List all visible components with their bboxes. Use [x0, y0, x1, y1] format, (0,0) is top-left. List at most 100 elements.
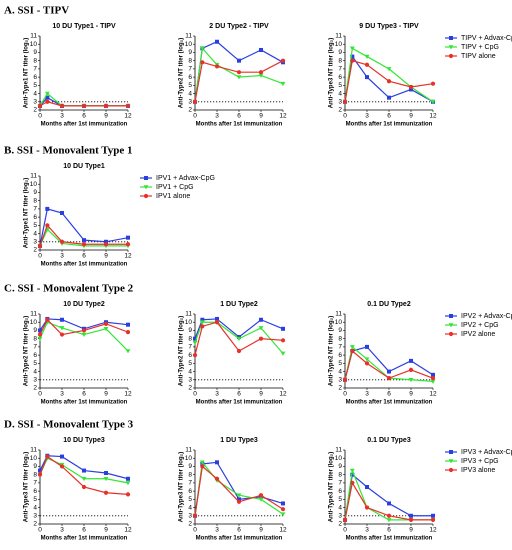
y-tick-label: 5 — [188, 496, 192, 503]
marker — [60, 454, 64, 459]
y-axis-label: Anti-Type1 NT titer (log₂) — [24, 38, 30, 109]
marker — [81, 484, 87, 490]
marker — [37, 332, 43, 337]
x-axis-label: Months after 1st immunization — [41, 262, 128, 268]
y-tick-label: 2 — [33, 521, 37, 528]
marker — [386, 518, 392, 523]
y-tick-label: 11 — [30, 311, 37, 318]
y-tick-label: 10 — [30, 181, 38, 188]
marker — [364, 361, 370, 366]
marker — [103, 321, 109, 326]
legend-marker — [448, 323, 454, 328]
marker — [82, 238, 86, 243]
series-line — [39, 208, 129, 247]
y-tick-label: 10 — [335, 41, 343, 48]
marker — [59, 326, 65, 331]
marker — [364, 62, 370, 67]
marker — [104, 239, 108, 244]
y-tick-label: 2 — [188, 385, 192, 392]
legend-marker — [143, 185, 149, 190]
series-line — [344, 59, 434, 102]
marker — [192, 340, 198, 346]
y-tick-label: 11 — [185, 33, 192, 40]
y-tick-label: 8 — [33, 335, 37, 342]
marker — [364, 357, 370, 362]
x-tick-label: 9 — [104, 253, 108, 260]
marker — [237, 58, 241, 63]
marker — [280, 338, 286, 343]
x-tick-label: 6 — [237, 527, 241, 534]
y-tick-label: 2 — [338, 521, 342, 528]
y-tick-label: 6 — [188, 352, 192, 359]
chart-title: 10 DU Type1 - TIPV — [52, 23, 116, 30]
y-tick-label: 10 — [185, 319, 193, 326]
x-tick-label: 12 — [279, 527, 287, 534]
x-tick-label: 9 — [104, 527, 108, 534]
marker — [280, 81, 286, 87]
y-axis-label: Anti-Type2 NT titer (log₂) — [179, 38, 185, 109]
marker — [125, 329, 131, 335]
y-tick-label: 7 — [188, 66, 192, 73]
y-tick-label: 8 — [338, 471, 342, 478]
x-tick-label: 3 — [215, 527, 219, 534]
series-line — [39, 455, 129, 495]
series-line — [344, 55, 434, 103]
y-tick-label: 2 — [188, 521, 192, 528]
legend-label: IPV2 alone — [461, 331, 495, 338]
marker — [280, 512, 286, 517]
chart-title: 2 DU Type2 - TIPV — [209, 23, 269, 30]
x-tick-label: 9 — [259, 391, 263, 398]
marker — [215, 460, 219, 465]
y-tick-label: 5 — [338, 360, 342, 367]
marker — [200, 60, 205, 65]
y-tick-label: 7 — [33, 480, 37, 487]
legend-label: IPV2 + Advax-CpG — [461, 313, 512, 320]
marker — [59, 103, 65, 108]
y-tick-label: 5 — [33, 82, 37, 89]
x-tick-label: 0 — [193, 527, 197, 534]
x-tick-label: 6 — [237, 391, 241, 398]
marker — [342, 517, 348, 522]
marker — [104, 471, 108, 476]
y-tick-label: 9 — [188, 49, 192, 56]
marker — [215, 39, 219, 44]
y-tick-label: 9 — [338, 327, 342, 334]
y-tick-label: 6 — [338, 74, 342, 81]
x-tick-label: 3 — [365, 527, 369, 534]
marker — [38, 468, 42, 473]
y-tick-label: 2 — [33, 107, 37, 114]
y-tick-label: 7 — [33, 344, 37, 351]
x-tick-label: 3 — [215, 113, 219, 120]
legend-label: TIPV + Advax-CpG — [461, 35, 512, 42]
marker — [38, 328, 42, 333]
y-tick-label: 7 — [33, 66, 37, 73]
y-tick-label: 5 — [33, 360, 37, 367]
marker — [281, 326, 285, 331]
y-tick-label: 7 — [338, 480, 342, 487]
x-axis-label: Months after 1st immunization — [346, 400, 433, 406]
marker — [237, 497, 241, 502]
marker — [37, 472, 43, 477]
marker — [236, 348, 242, 354]
marker — [350, 480, 355, 485]
marker — [193, 336, 197, 341]
y-tick-label: 11 — [185, 311, 192, 318]
marker — [409, 358, 413, 363]
marker — [386, 67, 392, 72]
y-tick-label: 3 — [188, 376, 192, 383]
series-line — [194, 46, 284, 102]
x-tick-label: 0 — [38, 527, 42, 534]
y-tick-label: 5 — [188, 82, 192, 89]
legend-label: IPV3 alone — [461, 467, 495, 474]
y-axis-label: Anti-Type3 NT titer (log₂) — [329, 38, 335, 109]
x-tick-label: 12 — [429, 391, 437, 398]
y-tick-label: 4 — [188, 368, 192, 375]
x-axis-label: Months after 1st immunization — [346, 122, 433, 128]
marker — [125, 242, 131, 247]
x-tick-label: 0 — [38, 113, 42, 120]
series-line — [39, 228, 128, 247]
marker — [387, 369, 391, 374]
marker — [103, 242, 109, 247]
y-tick-label: 4 — [338, 368, 342, 375]
